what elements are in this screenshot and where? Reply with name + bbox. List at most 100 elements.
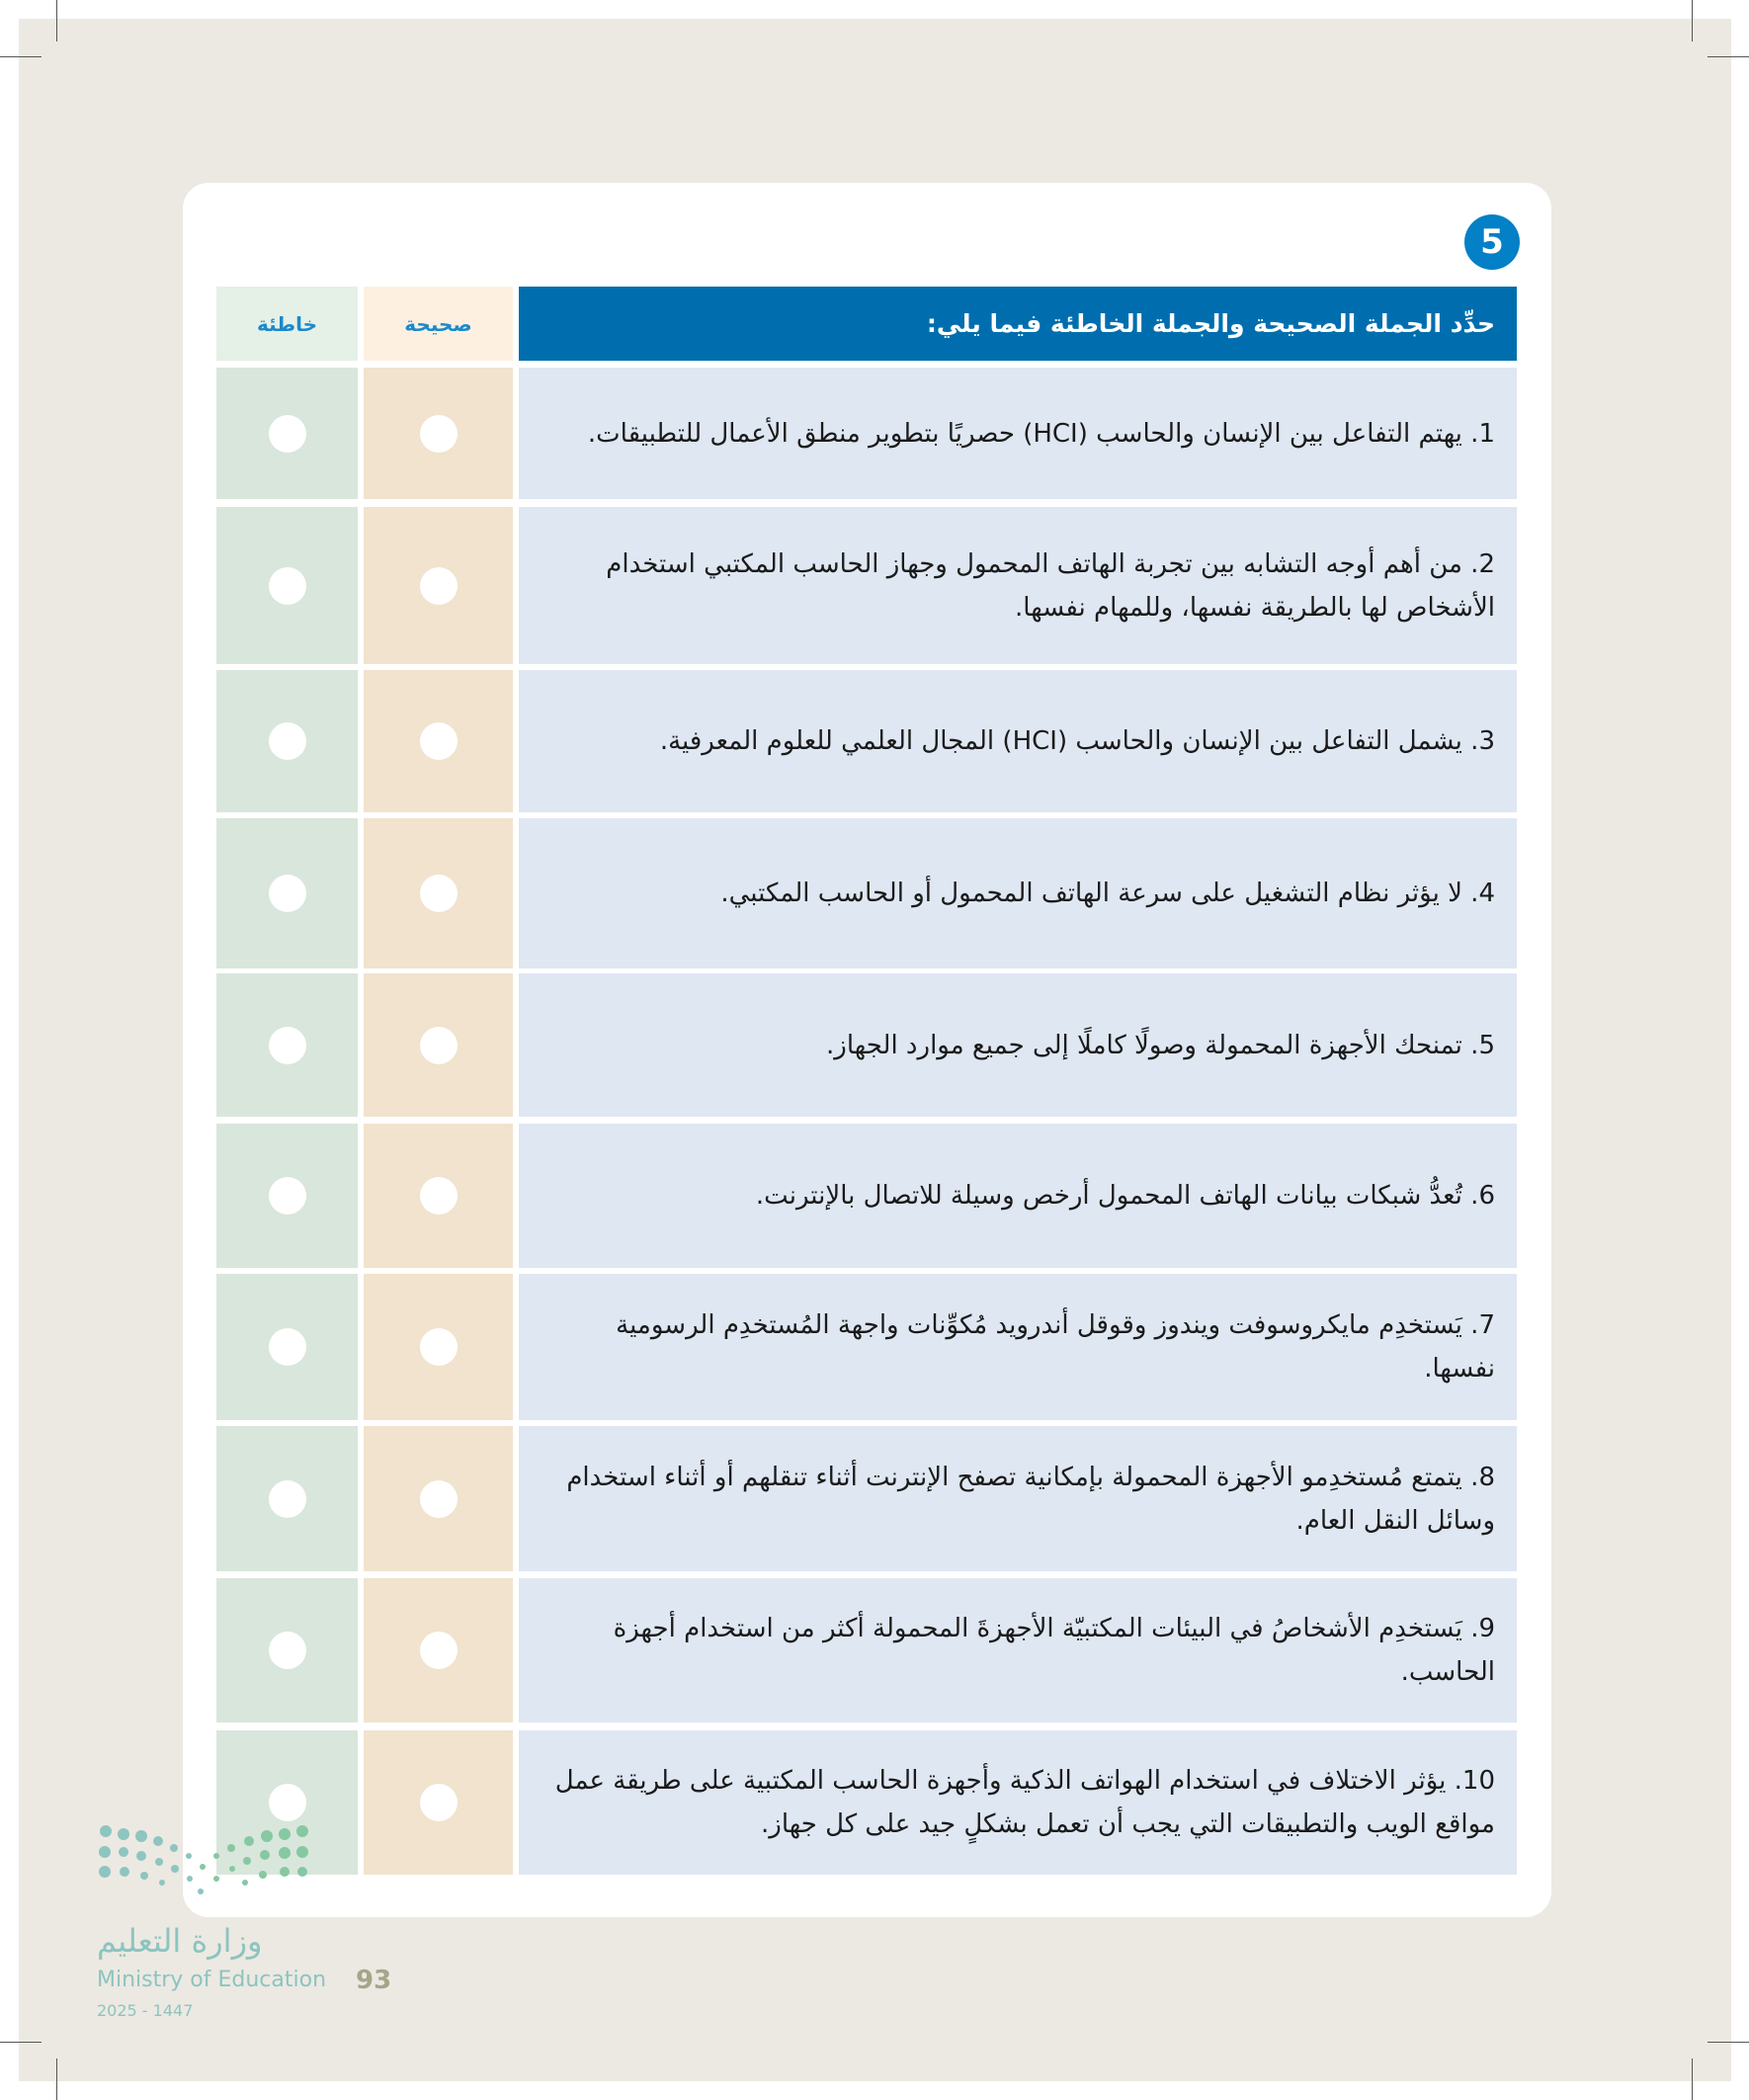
logo-dot bbox=[261, 1830, 273, 1842]
logo-dot bbox=[136, 1851, 146, 1861]
true-radio[interactable] bbox=[419, 722, 458, 760]
logo-dot bbox=[200, 1864, 206, 1870]
true-radio[interactable] bbox=[419, 1632, 458, 1669]
logo-dot bbox=[100, 1825, 112, 1837]
crop-mark bbox=[56, 0, 57, 42]
logo-dot bbox=[213, 1876, 219, 1882]
true-label: صحيحة bbox=[404, 311, 472, 336]
logo-dot bbox=[159, 1880, 165, 1886]
false-radio[interactable] bbox=[268, 1328, 306, 1366]
false-cell bbox=[216, 1578, 358, 1722]
false-cell bbox=[216, 1274, 358, 1420]
false-radio[interactable] bbox=[268, 1784, 306, 1821]
logo-dot bbox=[242, 1880, 248, 1886]
logo-dot bbox=[119, 1847, 128, 1857]
false-cell bbox=[216, 973, 358, 1117]
true-cell bbox=[364, 507, 513, 664]
false-cell bbox=[216, 368, 358, 499]
true-radio[interactable] bbox=[419, 414, 458, 453]
true-cell bbox=[364, 670, 513, 812]
crop-mark bbox=[1692, 2058, 1693, 2100]
true-column-header: صحيحة bbox=[364, 287, 513, 361]
statement-text: 8. يتمتع مُستخدِمو الأجهزة المحمولة بإمك… bbox=[519, 1426, 1517, 1571]
logo-dot bbox=[187, 1876, 193, 1882]
crop-mark bbox=[0, 56, 42, 57]
false-label: خاطئة bbox=[256, 311, 318, 336]
statement-text: 10. يؤثر الاختلاف في استخدام الهواتف الذ… bbox=[519, 1730, 1517, 1875]
true-radio[interactable] bbox=[419, 875, 458, 912]
logo-dot bbox=[153, 1836, 163, 1846]
logo-dot bbox=[280, 1867, 290, 1877]
ministry-name-arabic: وزارة التعليم bbox=[97, 1922, 263, 1960]
true-cell bbox=[364, 1426, 513, 1571]
true-cell bbox=[364, 368, 513, 499]
false-radio[interactable] bbox=[268, 566, 306, 605]
false-cell bbox=[216, 1426, 358, 1571]
logo-dot bbox=[227, 1844, 235, 1852]
ministry-logo bbox=[99, 1825, 308, 1894]
exercise-number-badge: 5 bbox=[1464, 214, 1520, 270]
statement-text: 6. تُعدُّ شبكات بيانات الهاتف المحمول أر… bbox=[519, 1124, 1517, 1268]
logo-dot bbox=[99, 1866, 111, 1878]
true-cell bbox=[364, 1274, 513, 1420]
true-radio[interactable] bbox=[419, 1479, 458, 1518]
logo-dot bbox=[260, 1850, 270, 1860]
logo-dot bbox=[297, 1867, 307, 1877]
statement-text: 5. تمنحك الأجهزة المحمولة وصولًا كاملًا … bbox=[519, 973, 1517, 1117]
logo-dot bbox=[99, 1846, 111, 1858]
instruction-header: حدِّد الجملة الصحيحة والجملة الخاطئة فيم… bbox=[519, 287, 1517, 361]
statement-text: 1. يهتم التفاعل بين الإنسان والحاسب (HCI… bbox=[519, 368, 1517, 499]
logo-dot bbox=[296, 1825, 308, 1837]
false-radio[interactable] bbox=[268, 1479, 306, 1518]
true-radio[interactable] bbox=[419, 1784, 458, 1821]
true-cell bbox=[364, 1730, 513, 1875]
logo-dot bbox=[279, 1828, 291, 1840]
logo-dot bbox=[170, 1844, 178, 1852]
true-cell bbox=[364, 1578, 513, 1722]
statement-text: 9. يَستخدِم الأشخاصُ في البيئات المكتبيّ… bbox=[519, 1578, 1517, 1722]
logo-dot bbox=[140, 1872, 148, 1880]
statement-text: 4. لا يؤثر نظام التشغيل على سرعة الهاتف … bbox=[519, 818, 1517, 968]
false-radio[interactable] bbox=[268, 875, 306, 912]
statement-text: 2. من أهم أوجه التشابه بين تجربة الهاتف … bbox=[519, 507, 1517, 664]
false-cell bbox=[216, 507, 358, 664]
edition-year: 2025 - 1447 bbox=[97, 2001, 194, 2020]
crop-mark bbox=[1692, 0, 1693, 42]
logo-dot bbox=[296, 1846, 308, 1858]
crop-mark bbox=[0, 2042, 42, 2043]
logo-dot bbox=[259, 1871, 267, 1879]
logo-dot bbox=[120, 1867, 129, 1877]
logo-dot bbox=[118, 1828, 129, 1840]
false-radio[interactable] bbox=[268, 1026, 306, 1064]
logo-dot bbox=[213, 1853, 219, 1859]
page-number: 93 bbox=[356, 1966, 392, 1995]
logo-dot bbox=[279, 1847, 291, 1859]
crop-mark bbox=[56, 2058, 57, 2100]
logo-dot bbox=[186, 1853, 192, 1859]
false-radio[interactable] bbox=[268, 722, 306, 760]
false-radio[interactable] bbox=[268, 1632, 306, 1669]
true-cell bbox=[364, 818, 513, 968]
logo-dot bbox=[244, 1836, 254, 1846]
false-radio[interactable] bbox=[268, 414, 306, 453]
crop-mark bbox=[1707, 56, 1749, 57]
false-cell bbox=[216, 670, 358, 812]
true-radio[interactable] bbox=[419, 1328, 458, 1366]
logo-dot bbox=[171, 1865, 179, 1873]
false-radio[interactable] bbox=[268, 1177, 306, 1215]
false-cell bbox=[216, 1124, 358, 1268]
true-radio[interactable] bbox=[419, 1026, 458, 1064]
logo-dot bbox=[198, 1889, 204, 1894]
false-cell bbox=[216, 818, 358, 968]
ministry-name-english: Ministry of Education bbox=[97, 1968, 327, 1992]
true-radio[interactable] bbox=[419, 566, 458, 605]
logo-dot bbox=[229, 1866, 235, 1872]
false-column-header: خاطئة bbox=[216, 287, 358, 361]
true-cell bbox=[364, 973, 513, 1117]
logo-dot bbox=[135, 1830, 147, 1842]
logo-dot bbox=[243, 1857, 251, 1865]
statement-text: 3. يشمل التفاعل بين الإنسان والحاسب (HCI… bbox=[519, 670, 1517, 812]
true-radio[interactable] bbox=[419, 1177, 458, 1215]
crop-mark bbox=[1707, 2042, 1749, 2043]
logo-dot bbox=[155, 1858, 163, 1866]
